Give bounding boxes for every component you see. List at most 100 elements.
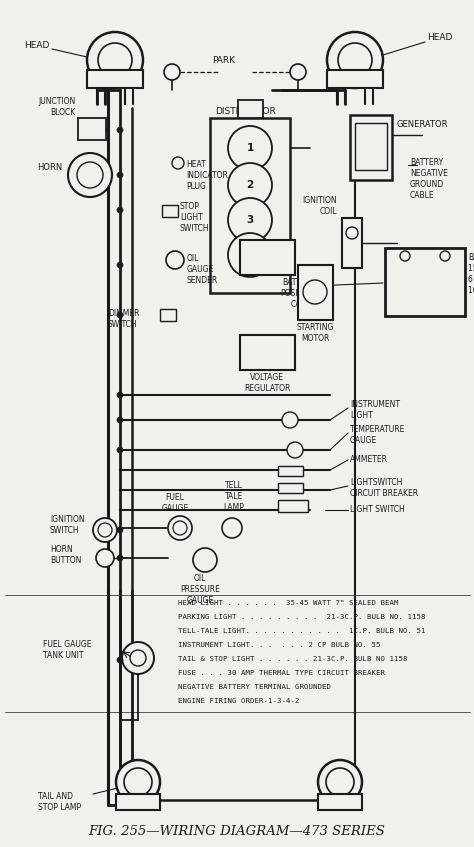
Text: HEAD LIGHT . . . . . .  35-45 WATT 7" SEALED BEAM: HEAD LIGHT . . . . . . 35-45 WATT 7" SEA… [178, 600, 399, 606]
Circle shape [346, 227, 358, 239]
Text: FUEL GAUGE
TANK UNIT: FUEL GAUGE TANK UNIT [43, 640, 91, 660]
Circle shape [117, 262, 123, 268]
Circle shape [228, 126, 272, 170]
Circle shape [117, 417, 123, 423]
Bar [350, 115, 392, 180]
Text: IGNITION
SWITCH: IGNITION SWITCH [50, 515, 85, 535]
Circle shape [222, 518, 242, 538]
Text: HEAD: HEAD [427, 34, 452, 42]
Circle shape [117, 312, 123, 318]
Text: ENGINE FIRING ORDER-1-3-4-2: ENGINE FIRING ORDER-1-3-4-2 [178, 698, 300, 704]
Text: PARKING LIGHT . . . . . . . . .  21-3C.P. BULB NO. 1158: PARKING LIGHT . . . . . . . . . 21-3C.P.… [178, 614, 426, 620]
Circle shape [193, 548, 217, 572]
Circle shape [117, 555, 123, 561]
Text: 1: 1 [246, 143, 254, 153]
Bar [240, 335, 295, 370]
Text: FUSE . . . 30 AMP THERMAL TYPE CIRCUIT BREAKER: FUSE . . . 30 AMP THERMAL TYPE CIRCUIT B… [178, 670, 385, 676]
Circle shape [287, 442, 303, 458]
Circle shape [326, 768, 354, 796]
Text: BATTERY
POSITIVE
CABLE: BATTERY POSITIVE CABLE [281, 278, 315, 309]
Bar [162, 205, 178, 217]
Circle shape [173, 521, 187, 535]
Bar [298, 265, 333, 320]
Text: HORN
BUTTON: HORN BUTTON [50, 545, 82, 565]
Circle shape [116, 760, 160, 804]
Bar [78, 118, 106, 140]
Bar [327, 70, 383, 88]
Circle shape [400, 251, 410, 261]
Text: HEAT
INDICATOR
PLUG: HEAT INDICATOR PLUG [186, 160, 228, 191]
Circle shape [117, 527, 123, 533]
Text: TAIL & STOP LIGHT . . . . . . 21-3C.P. BULB NO 1158: TAIL & STOP LIGHT . . . . . . 21-3C.P. B… [178, 656, 408, 662]
Circle shape [98, 43, 132, 77]
Circle shape [290, 64, 306, 80]
Circle shape [124, 768, 152, 796]
Bar [278, 483, 303, 493]
Text: FIG. 255—WIRING DIAGRAM—473 SERIES: FIG. 255—WIRING DIAGRAM—473 SERIES [89, 825, 385, 838]
Circle shape [122, 642, 154, 674]
Circle shape [87, 32, 143, 88]
Text: HEAD: HEAD [25, 42, 50, 51]
Bar [355, 123, 387, 170]
Circle shape [98, 523, 112, 537]
Circle shape [440, 251, 450, 261]
Bar [160, 309, 176, 321]
Circle shape [303, 280, 327, 304]
Circle shape [327, 32, 383, 88]
Circle shape [282, 412, 298, 428]
Text: STARTING
MOTOR: STARTING MOTOR [296, 323, 334, 343]
Bar [116, 794, 160, 810]
Text: TEMPERATURE
GAUGE: TEMPERATURE GAUGE [350, 425, 405, 446]
Circle shape [228, 233, 272, 277]
Circle shape [117, 127, 123, 133]
Circle shape [68, 153, 112, 197]
Text: INSTRUMENT LIGHT. . .  . . . 2 CP BULB NO. 55: INSTRUMENT LIGHT. . . . . . 2 CP BULB NO… [178, 642, 381, 648]
Circle shape [168, 516, 192, 540]
Text: INSTRUMENT
LIGHT: INSTRUMENT LIGHT [350, 400, 400, 420]
Circle shape [318, 760, 362, 804]
Text: OIL
GAUGE
SENDER: OIL GAUGE SENDER [187, 254, 218, 285]
Text: LIGHTSWITCH
CIRCUIT BREAKER: LIGHTSWITCH CIRCUIT BREAKER [350, 478, 418, 498]
Text: BATTERY
15 PLATE-
6 VOLT
100 AMPERE HR.: BATTERY 15 PLATE- 6 VOLT 100 AMPERE HR. [468, 253, 474, 296]
Circle shape [93, 518, 117, 542]
Text: IGNITION
COIL: IGNITION COIL [302, 196, 337, 216]
Circle shape [164, 64, 180, 80]
Text: FUEL
GAUGE: FUEL GAUGE [161, 493, 189, 513]
Text: DISTRIBUTOR: DISTRIBUTOR [215, 107, 276, 116]
Circle shape [338, 43, 372, 77]
Circle shape [96, 549, 114, 567]
Text: BATTERY
NEGATIVE
GROUND
CABLE: BATTERY NEGATIVE GROUND CABLE [410, 158, 448, 200]
Text: OIL
PRESSURE
GAUGE: OIL PRESSURE GAUGE [180, 574, 220, 606]
Text: DIMMER
SWITCH: DIMMER SWITCH [108, 309, 139, 329]
Text: 4: 4 [246, 250, 254, 260]
Text: LIGHT SWITCH: LIGHT SWITCH [350, 505, 405, 514]
Circle shape [166, 251, 184, 269]
Bar [385, 248, 465, 316]
Circle shape [172, 157, 184, 169]
Text: AMMETER: AMMETER [350, 455, 388, 464]
Text: STOP
LIGHT
SWITCH: STOP LIGHT SWITCH [180, 202, 210, 233]
Circle shape [117, 447, 123, 453]
Bar [342, 218, 362, 268]
Circle shape [130, 650, 146, 666]
Bar [278, 466, 303, 476]
Bar [240, 240, 295, 275]
Bar [238, 100, 263, 118]
Text: PARK: PARK [212, 56, 236, 65]
Bar [87, 70, 143, 88]
Text: VOLTAGE
REGULATOR: VOLTAGE REGULATOR [244, 373, 290, 393]
Circle shape [228, 198, 272, 242]
Circle shape [228, 163, 272, 207]
Text: JUNCTION
BLOCK: JUNCTION BLOCK [39, 97, 76, 117]
Bar [318, 794, 362, 810]
Bar [210, 118, 290, 293]
Circle shape [117, 172, 123, 178]
Text: TAIL AND
STOP LAMP: TAIL AND STOP LAMP [38, 792, 81, 812]
Circle shape [117, 657, 123, 663]
Text: GENERATOR: GENERATOR [397, 120, 448, 129]
Text: 2: 2 [246, 180, 254, 190]
Bar [278, 500, 308, 512]
Text: TELL-TALE LIGHT. . . . . . . . . . .  1C.P. BULB NO. 51: TELL-TALE LIGHT. . . . . . . . . . . 1C.… [178, 628, 426, 634]
Circle shape [77, 162, 103, 188]
Text: NEGATIVE BATTERY TERMINAL GROUNDED: NEGATIVE BATTERY TERMINAL GROUNDED [178, 684, 331, 690]
